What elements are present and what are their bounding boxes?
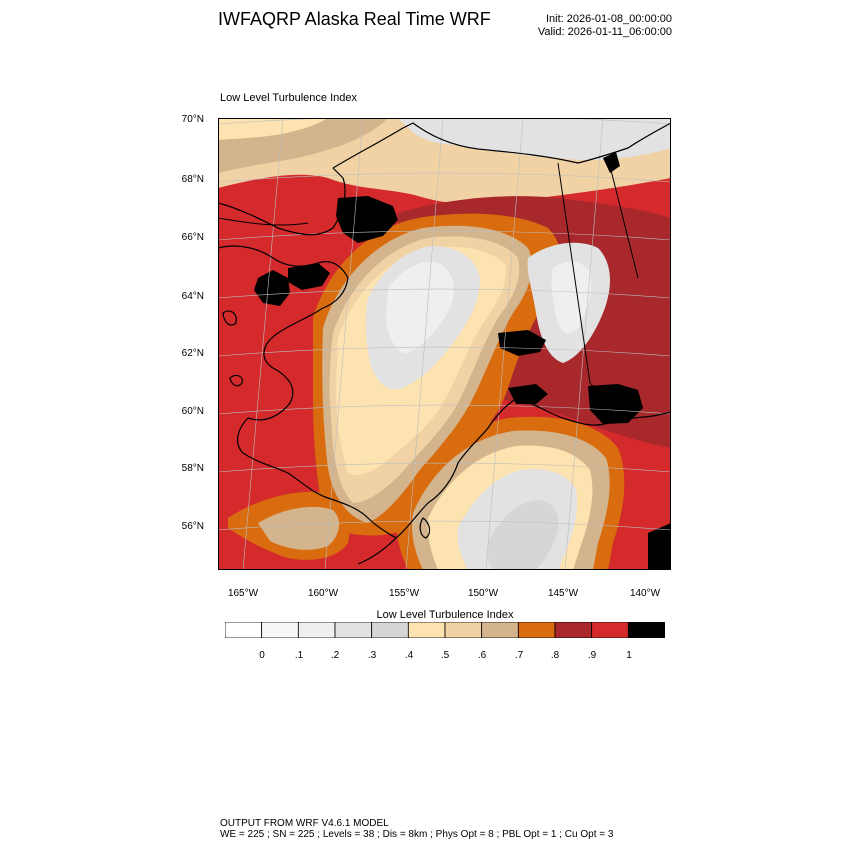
black-cell-sw (508, 384, 548, 404)
colorbar-swatch (261, 622, 299, 638)
colorbar-swatch (334, 622, 373, 638)
interior-lightgray (386, 261, 454, 354)
borders (218, 157, 639, 411)
footer-params-line: WE = 225 ; SN = 225 ; Levels = 38 ; Dis … (220, 829, 614, 840)
turbulence-map (218, 118, 671, 570)
footer-model-line: OUTPUT FROM WRF V4.6.1 MODEL (220, 818, 389, 829)
gulf-lightgray (487, 500, 559, 570)
colorbar-label: .7 (514, 650, 524, 661)
colorbar-label: .2 (330, 650, 340, 661)
lat-label-68: 68°N (181, 174, 204, 185)
arctic-coast-field (398, 118, 671, 160)
colorbar-swatch (591, 622, 629, 638)
colorbar-swatch (481, 622, 519, 638)
colorbar-label: 1 (626, 650, 632, 661)
colorbar-label: .3 (367, 650, 377, 661)
lon-label-165: 165°W (227, 588, 259, 599)
map-title: Low Level Turbulence Index (220, 92, 357, 104)
colorbar-label: 0 (259, 650, 265, 661)
lat-label-70: 70°N (181, 114, 204, 125)
coastline (218, 122, 671, 565)
colorbar-swatch (627, 622, 665, 638)
nw-coast-light (218, 118, 328, 140)
colorbar-label: .5 (440, 650, 450, 661)
black-cell-east (588, 384, 643, 424)
colorbar (225, 622, 665, 638)
lat-label-60: 60°N (181, 406, 204, 417)
sw-tan (258, 506, 340, 550)
valid-time: Valid: 2026-01-11_06:00:00 (537, 26, 672, 38)
lon-label-150: 150°W (467, 588, 499, 599)
colorbar-swatch (444, 622, 483, 638)
colorbar-label: .8 (550, 650, 560, 661)
black-cell-nw (336, 196, 398, 243)
black-cell-west (254, 270, 290, 306)
yukon-lightgray (551, 261, 592, 334)
colorbar-label: .9 (587, 650, 597, 661)
page-title: IWFAQRP Alaska Real Time WRF (218, 9, 491, 29)
init-time: Init: 2026-01-08_00:00:00 (546, 13, 672, 25)
colorbar-swatch (554, 622, 593, 638)
colorbar-swatch (407, 622, 446, 638)
lat-label-62: 62°N (181, 348, 204, 359)
colorbar-swatch (517, 622, 556, 638)
lat-label-56: 56°N (181, 521, 204, 532)
lon-label-140: 140°W (629, 588, 661, 599)
graticule (218, 118, 671, 570)
colorbar-label: .4 (404, 650, 414, 661)
black-cell-se (648, 523, 671, 570)
lat-label-64: 64°N (181, 291, 204, 302)
black-cell-center (498, 330, 546, 356)
colorbar-swatch (225, 622, 263, 638)
lat-label-66: 66°N (181, 232, 204, 243)
lon-label-160: 160°W (307, 588, 339, 599)
lon-label-155: 155°W (388, 588, 420, 599)
colorbar-label: .6 (477, 650, 487, 661)
lon-label-145: 145°W (547, 588, 579, 599)
colorbar-swatch (371, 622, 409, 638)
colorbar-label: .1 (294, 650, 304, 661)
black-cell-w2 (288, 263, 330, 290)
black-cell-ne (603, 152, 620, 173)
lat-label-58: 58°N (181, 463, 204, 474)
colorbar-title: Low Level Turbulence Index (376, 609, 514, 621)
colorbar-swatch (297, 622, 336, 638)
